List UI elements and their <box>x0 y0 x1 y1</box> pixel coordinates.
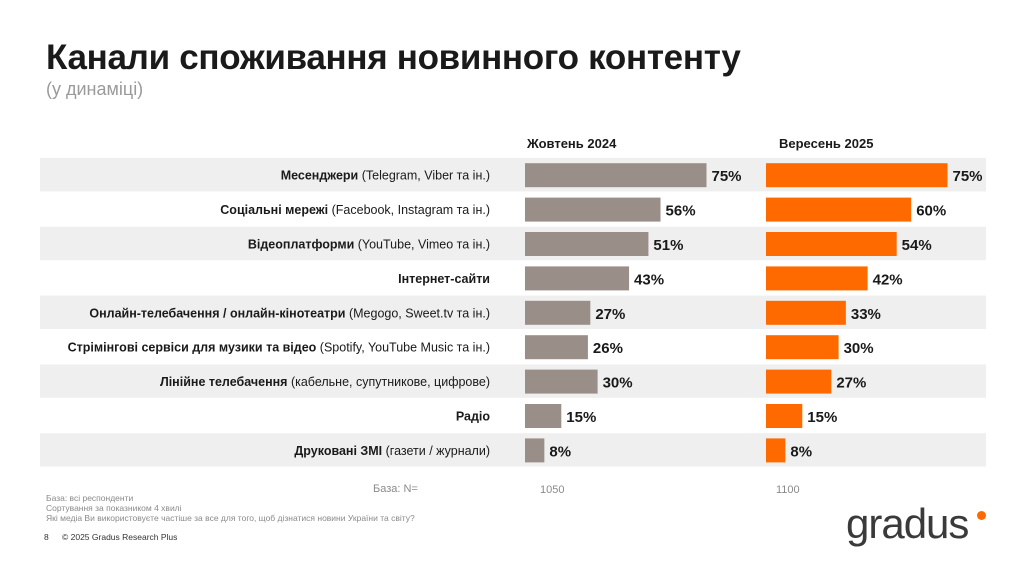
category-label-detail: (Facebook, Instagram та ін.) <box>328 203 490 217</box>
bar-sep-2025 <box>766 232 897 256</box>
bar-oct-2024 <box>525 232 649 256</box>
category-label-bold: Інтернет-сайти <box>398 272 490 286</box>
value-label: 33% <box>851 306 881 323</box>
bar-oct-2024 <box>525 404 562 428</box>
category-label: Радіо <box>456 410 491 424</box>
value-label: 51% <box>653 237 683 254</box>
value-label: 75% <box>953 168 983 185</box>
bar-sep-2025 <box>766 300 846 325</box>
value-label: 26% <box>593 340 623 357</box>
category-label: Лінійне телебачення (кабельне, супутнико… <box>160 375 490 389</box>
bar-oct-2024 <box>525 369 598 394</box>
bar-sep-2025 <box>766 335 839 360</box>
bar-oct-2024 <box>525 438 545 463</box>
value-label: 15% <box>807 409 837 426</box>
footnote-question: Які медіа Ви використовуєте частіше за в… <box>46 513 415 523</box>
category-label: Друковані ЗМІ (газети / журнали) <box>294 444 490 458</box>
category-label: Стрімінгові сервіси для музики та відео … <box>68 341 490 355</box>
bar-sep-2025 <box>766 438 786 463</box>
category-label-detail: (Telegram, Viber та ін.) <box>358 169 490 183</box>
copyright: © 2025 Gradus Research Plus <box>62 532 178 542</box>
bar-oct-2024 <box>525 335 588 360</box>
value-label: 56% <box>666 203 696 220</box>
value-label: 30% <box>603 375 633 392</box>
category-label: Інтернет-сайти <box>398 272 490 286</box>
category-label-detail: (кабельне, супутникове, цифрове) <box>287 375 490 389</box>
category-label-bold: Лінійне телебачення <box>160 375 288 389</box>
value-label: 30% <box>844 340 874 357</box>
gradus-logo: gradus <box>846 500 969 547</box>
bar-oct-2024 <box>525 266 630 291</box>
value-label: 8% <box>790 443 812 460</box>
category-label-detail: (YouTube, Vimeo та ін.) <box>354 238 490 252</box>
base-value-sep-2025: 1100 <box>776 484 800 496</box>
bar-sep-2025 <box>766 404 803 428</box>
category-label-detail: (Megogo, Sweet.tv та ін.) <box>346 306 491 320</box>
page-number: 8 <box>44 532 49 542</box>
bar-sep-2025 <box>766 163 948 188</box>
row-stripe <box>40 433 986 467</box>
bar-sep-2025 <box>766 266 868 291</box>
category-label-bold: Соціальні мережі <box>220 203 328 217</box>
bar-oct-2024 <box>525 197 661 222</box>
category-label-bold: Друковані ЗМІ <box>294 444 382 458</box>
value-label: 8% <box>549 443 571 460</box>
value-label: 15% <box>566 409 596 426</box>
footnote-base: База: всі респонденти <box>46 493 134 503</box>
value-label: 75% <box>712 168 742 185</box>
category-label: Соціальні мережі (Facebook, Instagram та… <box>220 203 490 217</box>
bar-oct-2024 <box>525 300 591 325</box>
category-label-bold: Відеоплатформи <box>248 238 354 252</box>
value-label: 60% <box>916 203 946 220</box>
category-label-bold: Стрімінгові сервіси для музики та відео <box>68 341 317 355</box>
bar-sep-2025 <box>766 369 832 394</box>
bar-sep-2025 <box>766 197 912 222</box>
category-label-detail: (газети / журнали) <box>382 444 490 458</box>
category-label-detail: (Spotify, YouTube Music та ін.) <box>316 341 490 355</box>
footnote-sorting: Сортування за показником 4 хвилі <box>46 503 182 513</box>
category-label: Месенджери (Telegram, Viber та ін.) <box>281 169 490 183</box>
category-label-bold: Месенджери <box>281 169 359 183</box>
value-label: 27% <box>595 306 625 323</box>
page-title: Канали споживання новинного контенту <box>46 38 741 77</box>
category-label: Відеоплатформи (YouTube, Vimeo та ін.) <box>248 238 490 252</box>
category-label-bold: Онлайн-телебачення / онлайн-кінотеатри <box>89 306 345 320</box>
bar-oct-2024 <box>525 163 707 188</box>
value-label: 42% <box>873 271 903 288</box>
series-header-oct-2024: Жовтень 2024 <box>527 136 617 151</box>
category-label: Онлайн-телебачення / онлайн-кінотеатри (… <box>89 306 490 320</box>
logo-dot-icon <box>977 511 986 520</box>
category-label-bold: Радіо <box>456 410 491 424</box>
page-subtitle: (у динаміці) <box>46 79 144 99</box>
value-label: 43% <box>634 271 664 288</box>
value-label: 27% <box>836 375 866 392</box>
base-value-oct-2024: 1050 <box>540 484 565 496</box>
base-label: База: N= <box>373 483 418 495</box>
value-label: 54% <box>902 237 932 254</box>
series-header-sep-2025: Вересень 2025 <box>779 136 874 151</box>
